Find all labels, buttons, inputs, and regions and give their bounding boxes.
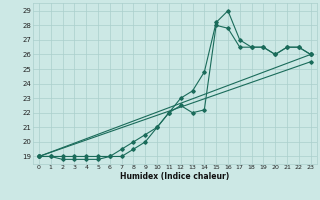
- X-axis label: Humidex (Indice chaleur): Humidex (Indice chaleur): [120, 172, 229, 181]
